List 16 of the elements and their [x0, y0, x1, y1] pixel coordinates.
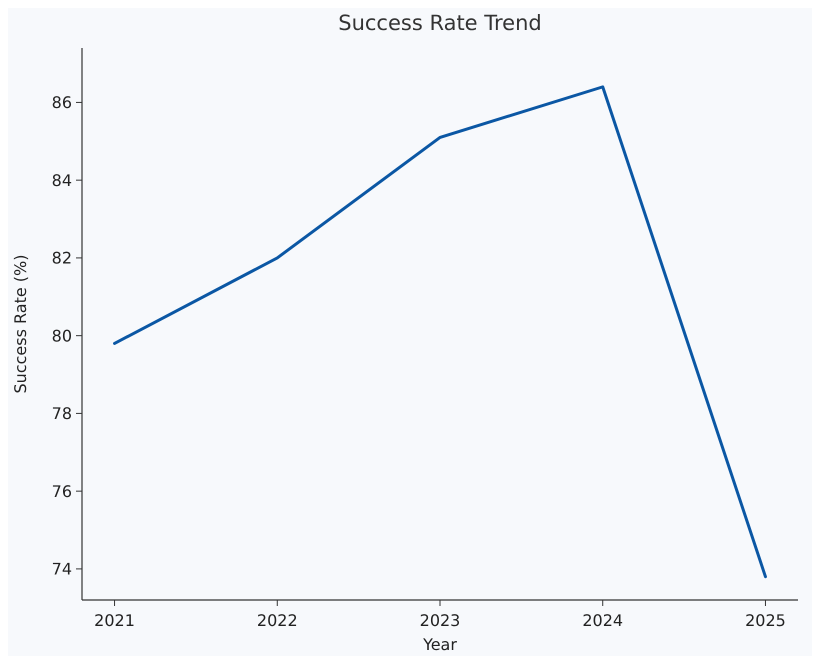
x-tick-label: 2025: [745, 611, 786, 630]
x-tick-label: 2023: [420, 611, 460, 630]
y-tick-label: 86: [52, 93, 72, 112]
y-axis-title: Success Rate (%): [11, 254, 30, 394]
y-tick-label: 74: [52, 560, 72, 578]
y-tick-label: 78: [52, 404, 72, 424]
line-series: [113, 85, 767, 578]
y-tick-label: 80: [52, 326, 72, 346]
x-tick-label: 2022: [256, 611, 298, 630]
x-tick-label: 2024: [582, 611, 624, 630]
y-tick-label: 84: [52, 170, 72, 190]
y-tick-label: 82: [52, 248, 72, 268]
chart-title: Success Rate Trend: [338, 11, 542, 35]
x-tick-label: 2021: [94, 611, 135, 630]
x-axis-title: Year: [422, 635, 458, 654]
y-tick-label: 76: [52, 482, 72, 501]
